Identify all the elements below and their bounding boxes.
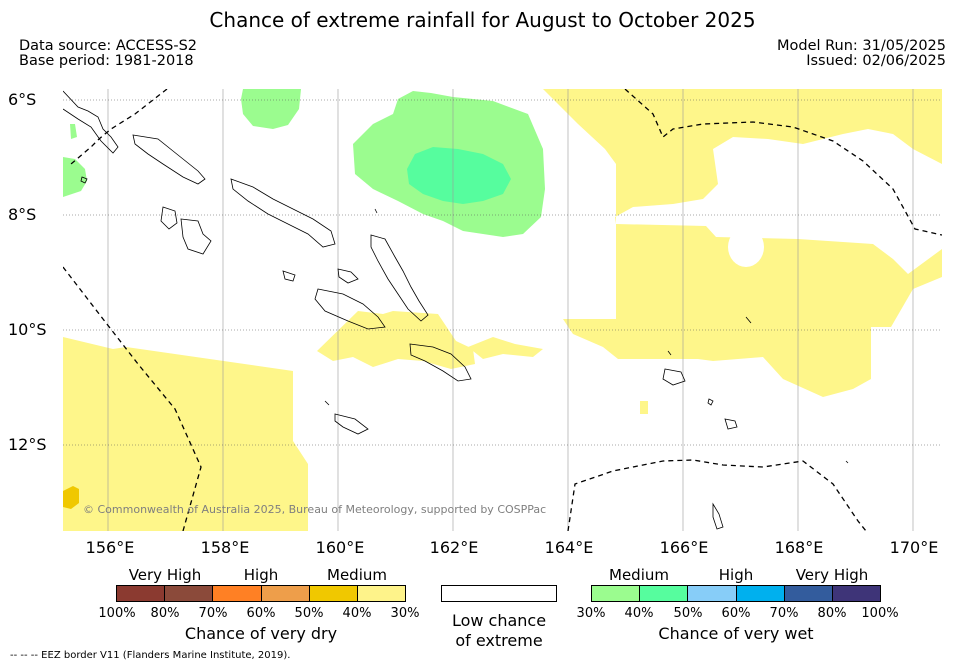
wet-legend-label: Chance of very wet: [658, 624, 814, 643]
dry-swatch-2: [165, 586, 214, 601]
source-info: Data source: ACCESS-S2 Base period: 1981…: [19, 39, 197, 69]
lat-label-8s: 8°S: [8, 205, 37, 224]
dry-high-spot: [63, 486, 79, 509]
dry-category-very-high: Very High: [128, 566, 202, 584]
no-signal-hole: [728, 227, 764, 267]
lat-label-12s: 12°S: [8, 435, 47, 454]
dry-tick: 70%: [198, 606, 228, 621]
dry-tick: 100%: [98, 606, 136, 621]
graticule: [107, 89, 914, 531]
wet-tick: 70%: [769, 606, 799, 621]
coastlines: [63, 90, 849, 530]
wet-category-medium: Medium: [609, 566, 669, 584]
wet-swatch-1: [592, 586, 641, 601]
dry-category-high: High: [243, 566, 279, 584]
wet-colorbar: [591, 585, 881, 602]
dry-legend-label: Chance of very dry: [184, 624, 338, 643]
wet-swatch-4: [736, 586, 785, 601]
run-info: Model Run: 31/05/2025 Issued: 02/06/2025: [777, 39, 946, 69]
neutral-label-line1: Low chance: [451, 611, 547, 630]
wet-tick: 50%: [673, 606, 703, 621]
lon-label-164e: 164°E: [544, 538, 594, 557]
eez-footnote: -- -- -- EEZ border V11 (Flanders Marine…: [10, 650, 291, 661]
wet-tick: 80%: [817, 606, 847, 621]
map-canvas: [63, 89, 942, 531]
wet-swatch-3: [688, 586, 737, 601]
lon-label-160e: 160°E: [315, 538, 365, 557]
wet-swatch-2: [640, 586, 689, 601]
map-title: Chance of extreme rainfall for August to…: [209, 8, 756, 32]
dry-swatch-6: [357, 586, 406, 601]
dry-swatch-3: [213, 586, 262, 601]
lon-label-158e: 158°E: [200, 538, 250, 557]
dry-category-medium: Medium: [327, 566, 387, 584]
dry-colorbar: [116, 585, 406, 602]
wet-tick: 60%: [721, 606, 751, 621]
dry-tick: 50%: [294, 606, 324, 621]
copyright-notice: © Commonwealth of Australia 2025, Bureau…: [83, 503, 547, 516]
lon-label-166e: 166°E: [659, 538, 709, 557]
lat-label-6s: 6°S: [8, 90, 37, 109]
lon-label-156e: 156°E: [85, 538, 135, 557]
wet-tick: 100%: [861, 606, 899, 621]
wet-high-region: [407, 147, 511, 204]
rainfall-map: © Commonwealth of Australia 2025, Bureau…: [63, 89, 942, 531]
wet-tick: 30%: [576, 606, 606, 621]
dry-tick: 30%: [390, 606, 420, 621]
eez-borders: [63, 89, 942, 531]
lon-label-170e: 170°E: [889, 538, 939, 557]
wet-category-very-high: Very High: [795, 566, 869, 584]
issued-date: Issued: 02/06/2025: [806, 53, 946, 69]
data-source: Data source: ACCESS-S2: [19, 38, 198, 54]
dry-tick: 60%: [246, 606, 276, 621]
wet-swatch-5: [784, 586, 833, 601]
base-period: Base period: 1981-2018: [19, 53, 194, 69]
neutral-legend-label: Low chance of extreme: [452, 611, 546, 651]
dry-swatch-4: [261, 586, 310, 601]
lon-label-168e: 168°E: [774, 538, 824, 557]
lon-label-162e: 162°E: [429, 538, 479, 557]
dry-tick: 80%: [150, 606, 180, 621]
wet-swatch-6: [832, 586, 881, 601]
wet-category-high: High: [718, 566, 754, 584]
neutral-label-line2: of extreme: [455, 631, 543, 650]
lat-label-10s: 10°S: [8, 320, 47, 339]
wet-tick: 40%: [624, 606, 654, 621]
neutral-swatch: [441, 585, 557, 602]
latitude-lines: [63, 99, 942, 446]
model-run: Model Run: 31/05/2025: [776, 38, 946, 54]
dry-tick: 40%: [342, 606, 372, 621]
dry-swatch-5: [309, 586, 358, 601]
dry-swatch-1: [117, 586, 166, 601]
